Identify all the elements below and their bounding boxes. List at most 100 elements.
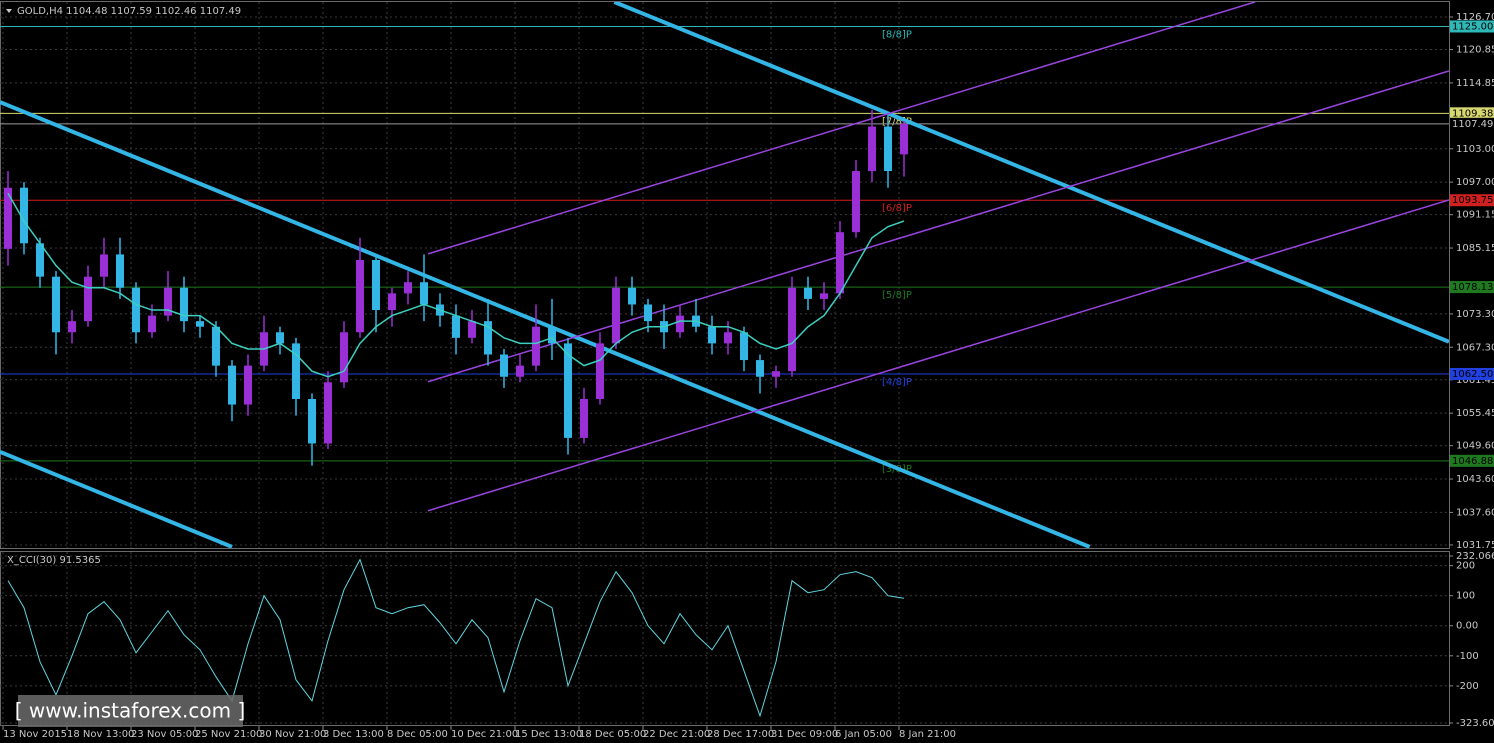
trend-line bbox=[0, 449, 233, 548]
watermark-box bbox=[18, 695, 243, 727]
x-tick-label: 30 Nov 21:00 bbox=[259, 729, 326, 740]
level-tag: [6/8]P bbox=[882, 203, 912, 214]
y-tick-label: 1126.70 bbox=[1456, 12, 1494, 23]
candle-body bbox=[516, 365, 524, 377]
level-box bbox=[1450, 20, 1494, 33]
candle-body bbox=[676, 315, 684, 333]
candle-body bbox=[196, 321, 204, 327]
watermark: [ www.instaforex.com ] bbox=[15, 699, 246, 723]
main-frame bbox=[0, 1, 1450, 549]
y-tick-label: 1114.85 bbox=[1456, 78, 1494, 89]
candle-body bbox=[564, 343, 572, 438]
y-tick-label: -100 bbox=[1456, 651, 1479, 662]
candle-body bbox=[340, 332, 348, 383]
candle-body bbox=[452, 315, 460, 338]
x-tick-label: 15 Dec 13:00 bbox=[515, 729, 582, 740]
candle-body bbox=[788, 287, 796, 372]
candle-body bbox=[388, 293, 396, 311]
cci-title: X_CCI(30) 91.5365 bbox=[7, 555, 101, 566]
chart-title: GOLD,H4 1104.48 1107.59 1102.46 1107.49 bbox=[17, 6, 241, 17]
x-tick-label: 18 Nov 13:00 bbox=[67, 729, 134, 740]
candle-body bbox=[852, 171, 860, 233]
y-tick-label: 1061.45 bbox=[1456, 375, 1494, 386]
x-tick-label: 8 Jan 21:00 bbox=[899, 729, 956, 740]
candle-body bbox=[84, 276, 92, 322]
y-tick-label: 1043.60 bbox=[1456, 474, 1494, 485]
moving-average bbox=[7, 192, 905, 378]
y-tick-label: 1073.30 bbox=[1456, 309, 1494, 320]
candle-body bbox=[100, 254, 108, 277]
candle-body bbox=[628, 287, 636, 305]
trend-line bbox=[0, 100, 1091, 548]
x-tick-label: 22 Dec 21:00 bbox=[643, 729, 710, 740]
x-tick-label: 3 Dec 13:00 bbox=[323, 729, 384, 740]
candle-body bbox=[404, 282, 412, 294]
x-tick-label: 23 Nov 05:00 bbox=[131, 729, 198, 740]
trend-line bbox=[427, 199, 1449, 512]
candle-body bbox=[804, 287, 812, 299]
y-tick-label: -200 bbox=[1456, 681, 1479, 692]
candle-body bbox=[372, 259, 380, 311]
candle-body bbox=[644, 304, 652, 322]
menu-arrow bbox=[6, 9, 12, 13]
candle-body bbox=[836, 232, 844, 294]
y-tick-label: -323.6069 bbox=[1456, 718, 1494, 729]
y-tick-label: 1037.60 bbox=[1456, 507, 1494, 518]
candle-body bbox=[164, 287, 172, 316]
candle-body bbox=[292, 343, 300, 399]
level-box bbox=[1450, 107, 1494, 120]
candle-body bbox=[484, 321, 492, 355]
candle-body bbox=[148, 315, 156, 333]
x-tick-label: 18 Dec 05:00 bbox=[579, 729, 646, 740]
last-price-box bbox=[1450, 117, 1494, 130]
candle-body bbox=[212, 326, 220, 366]
candle-body bbox=[132, 287, 140, 333]
candle-body bbox=[548, 326, 556, 344]
y-tick-label: 1091.15 bbox=[1456, 210, 1494, 221]
trend-line bbox=[427, 2, 1256, 255]
candle-body bbox=[900, 123, 908, 155]
trend-line bbox=[613, 2, 1449, 344]
candle-body bbox=[420, 282, 428, 305]
trend-line bbox=[427, 70, 1449, 383]
level-tag: [5/8]P bbox=[882, 290, 912, 301]
y-tick-label: 1097.00 bbox=[1456, 177, 1494, 188]
candle-body bbox=[868, 126, 876, 172]
level-box bbox=[1450, 281, 1494, 294]
level-label: 1125.00 bbox=[1452, 21, 1493, 32]
candle-body bbox=[596, 343, 604, 399]
level-label: 1078.13 bbox=[1452, 282, 1493, 293]
candle-body bbox=[756, 360, 764, 377]
main-plot: [8/8]P[7/8]P[6/8]P[5/8]P[4/8]P[3/8]P bbox=[0, 2, 1449, 548]
candle-body bbox=[4, 187, 12, 249]
level-box bbox=[1450, 194, 1494, 207]
y-tick-label: 200 bbox=[1456, 561, 1475, 572]
last-price-label: 1107.49 bbox=[1452, 119, 1493, 130]
y-tick-label: 100 bbox=[1456, 591, 1475, 602]
candle-body bbox=[180, 287, 188, 322]
candle-body bbox=[740, 332, 748, 361]
y-tick-label: 1067.30 bbox=[1456, 342, 1494, 353]
level-tag: [4/8]P bbox=[882, 377, 912, 388]
candle-body bbox=[580, 398, 588, 438]
candle-body bbox=[116, 254, 124, 288]
level-tag: [7/8]P bbox=[882, 116, 912, 127]
y-tick-label: 1055.45 bbox=[1456, 408, 1494, 419]
x-tick-label: 31 Dec 09:00 bbox=[771, 729, 838, 740]
level-tag: [8/8]P bbox=[882, 29, 912, 40]
level-label: 1062.50 bbox=[1452, 369, 1493, 380]
candle-body bbox=[468, 321, 476, 338]
candle-body bbox=[772, 371, 780, 377]
candle-body bbox=[820, 293, 828, 299]
candle-body bbox=[500, 354, 508, 377]
x-tick-label: 25 Nov 21:00 bbox=[195, 729, 262, 740]
candle-body bbox=[20, 187, 28, 244]
y-tick-label: 1031.75 bbox=[1456, 540, 1494, 551]
candle-body bbox=[36, 243, 44, 277]
y-tick-label: 1085.15 bbox=[1456, 243, 1494, 254]
level-label: 1093.75 bbox=[1452, 195, 1493, 206]
candle-body bbox=[356, 259, 364, 333]
candle-body bbox=[52, 276, 60, 333]
